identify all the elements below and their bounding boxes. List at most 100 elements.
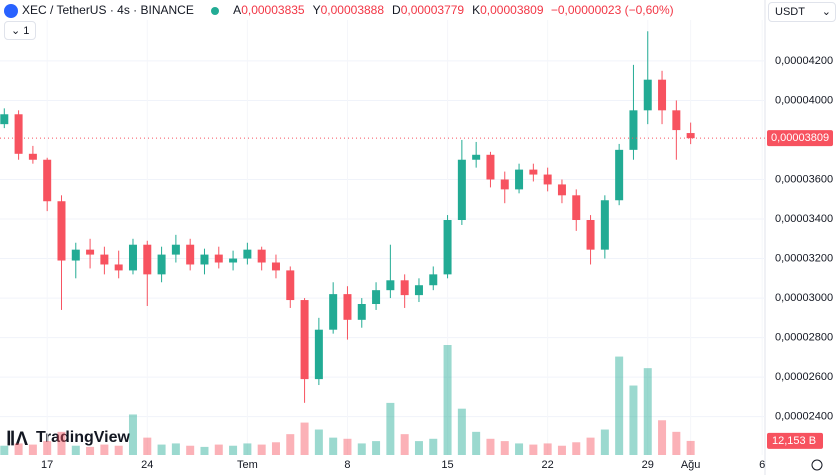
volume-bar <box>600 429 609 455</box>
ohlc-key: Y <box>312 3 321 17</box>
x-tick-label: 15 <box>441 459 453 471</box>
candle-body <box>157 254 166 275</box>
volume-bar <box>171 443 180 455</box>
currency: USDT <box>775 6 805 18</box>
last-price-box <box>767 130 833 147</box>
settings-icon[interactable] <box>811 459 823 471</box>
volume-bar <box>229 445 238 455</box>
candle-body <box>400 280 409 296</box>
volume-bar <box>457 408 466 455</box>
candle-body <box>615 149 624 201</box>
x-tick-label: 24 <box>141 459 153 471</box>
candle-body <box>543 174 552 185</box>
candle-body <box>658 79 667 111</box>
candle-body <box>86 249 95 255</box>
last-price-label: 0,00003809 <box>771 132 829 144</box>
legend: XEC / TetherUS · 4s · BINANCE A0,0000383… <box>22 3 674 17</box>
volume-bar <box>28 444 37 455</box>
x-tick-label: Ağu <box>681 459 701 471</box>
volume-bar <box>400 434 409 455</box>
volume-bar <box>14 443 23 455</box>
candle-body <box>0 114 9 125</box>
candle-body <box>100 254 109 265</box>
volume-bar <box>314 429 323 455</box>
status-dot <box>211 7 219 15</box>
volume-bar <box>529 444 538 455</box>
volume-bar <box>271 442 280 455</box>
ohlc-value: 0,00003779 <box>400 3 465 17</box>
volume-bar <box>200 446 209 455</box>
y-tick-label: 0,00002400 <box>775 411 833 423</box>
candle-body <box>243 249 252 259</box>
candle-body <box>472 154 481 160</box>
volume-bar <box>658 420 667 455</box>
volume-bar <box>157 444 166 455</box>
volume-bar <box>386 402 395 455</box>
y-tick-label: 0,00002600 <box>775 371 833 383</box>
symbol: XEC / TetherUS · 4s · BINANCE <box>22 3 194 17</box>
candle-body <box>271 262 280 271</box>
candle-body <box>200 254 209 265</box>
candle-body <box>186 244 195 265</box>
candle-body <box>672 110 681 131</box>
volume-bar <box>343 438 352 455</box>
volume-bar <box>414 441 423 455</box>
candle-body <box>114 264 123 271</box>
candle-body <box>486 154 495 180</box>
candle-body <box>57 201 66 261</box>
interval-button[interactable]: ⌄ 1 <box>4 21 37 40</box>
volume-bar <box>543 443 552 455</box>
volume-bar <box>572 442 581 455</box>
candle-body <box>14 114 23 154</box>
candle-body <box>343 294 352 320</box>
volume-bar <box>357 443 366 455</box>
volume-bar <box>615 356 624 455</box>
ohlc-value: 0,00003809 <box>480 3 544 17</box>
change: −0,00000023 (−0,60%) <box>550 3 674 17</box>
x-tick-label: 22 <box>542 459 554 471</box>
plot <box>0 20 765 455</box>
candle-body <box>600 200 609 250</box>
symbol-icon <box>4 4 18 18</box>
x-tick-label: 17 <box>41 459 53 471</box>
candle-body <box>557 184 566 196</box>
candle-body <box>643 79 652 111</box>
candle-body <box>386 280 395 291</box>
logo-mark: ⅡΛ <box>6 429 28 450</box>
volume-bar <box>114 445 123 455</box>
volume-bar <box>100 444 109 455</box>
logo-text: TradingView <box>36 429 131 446</box>
candle-body <box>372 290 381 305</box>
candle-body <box>629 110 638 150</box>
volume-bar <box>500 441 509 455</box>
y-tick-label: 0,00004000 <box>775 94 833 106</box>
candle-body <box>529 169 538 175</box>
candle-body <box>171 244 180 255</box>
volume-bar <box>186 445 195 455</box>
volume-bar <box>43 441 52 455</box>
x-tick-label: 29 <box>642 459 654 471</box>
candle-body <box>586 220 595 250</box>
candle-body <box>414 285 423 296</box>
y-tick-label: 0,00003200 <box>775 252 833 264</box>
candle-body <box>286 270 295 301</box>
candle-body <box>257 249 266 263</box>
volume-bar <box>643 368 652 455</box>
volume-bar <box>71 445 80 455</box>
candle-body <box>300 300 309 380</box>
candle-body <box>443 220 452 275</box>
volume-bar <box>486 438 495 455</box>
candle-body <box>214 254 223 263</box>
ohlc-value: 0,00003888 <box>320 3 385 17</box>
candle-body <box>329 294 338 330</box>
candle-body <box>686 133 695 139</box>
y-tick-label: 0,00003400 <box>775 213 833 225</box>
candle-body <box>572 195 581 221</box>
currency-button[interactable]: USDT ⌄ <box>768 2 836 22</box>
volume-bar <box>629 385 638 455</box>
volume-bar <box>557 445 566 455</box>
candle-body <box>515 169 524 190</box>
volume-bar <box>0 445 9 455</box>
ohlc-key: K <box>472 3 481 17</box>
